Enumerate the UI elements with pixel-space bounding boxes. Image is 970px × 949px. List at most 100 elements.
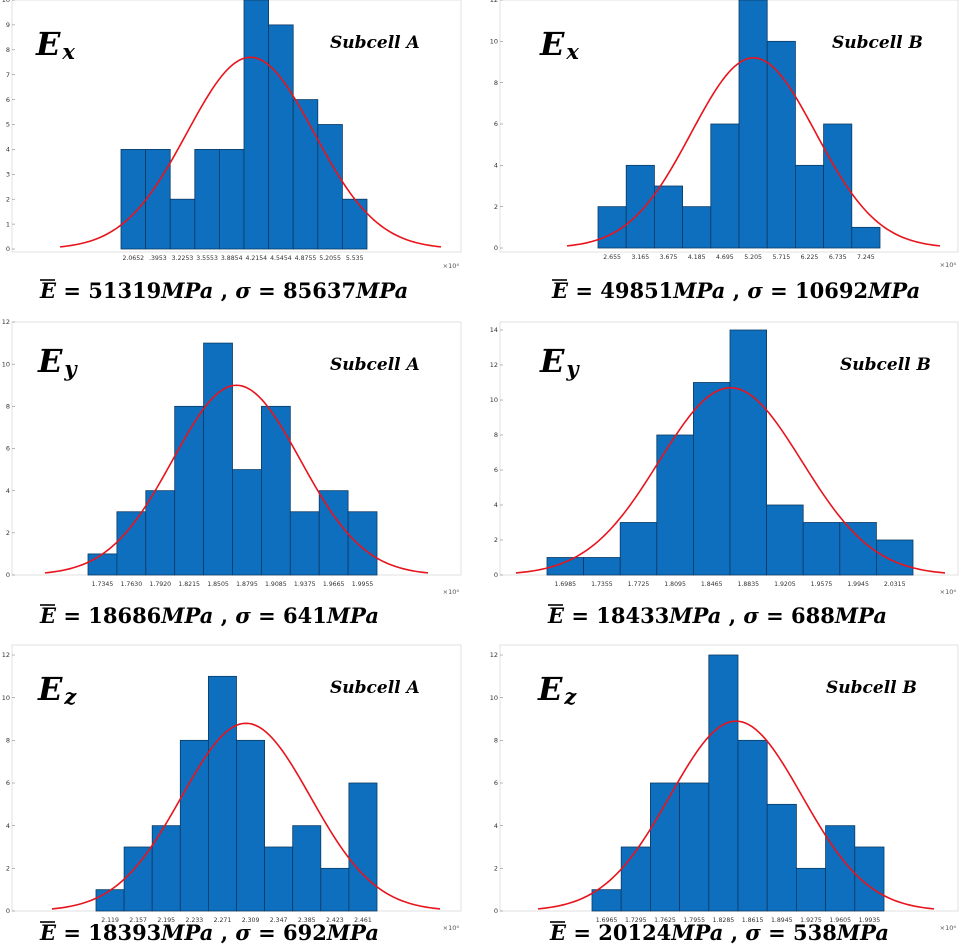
histogram-bar	[95, 889, 125, 912]
histogram-bar	[708, 654, 739, 912]
x-tick-label: 5.535	[346, 255, 364, 262]
histogram-bar	[174, 405, 204, 576]
y-tick-label: 12	[2, 651, 10, 659]
x-tick-label: 6.735	[829, 254, 847, 261]
property-symbol: Ex	[539, 25, 579, 64]
x-tick-label: 1.8795	[236, 581, 258, 588]
subcell-label: Subcell A	[330, 678, 420, 698]
histogram-bar	[583, 557, 621, 576]
y-tick-label: 12	[490, 0, 498, 4]
y-tick-label: 6	[494, 120, 498, 128]
histogram-bar	[292, 825, 322, 912]
x-tick-label: 6.225	[801, 254, 819, 261]
histogram-bar	[693, 382, 731, 576]
x-tick-label: 1.8215	[178, 581, 200, 588]
x-tick-label: 4.185	[688, 254, 706, 261]
histogram-bar	[766, 504, 804, 576]
y-tick-label: 8	[6, 737, 10, 745]
histogram-panel-2: 0 2 4 6 8 10 12 2.655 3.165 3.675 4.185 4.695 5.205 5…	[490, 0, 959, 303]
y-tick-label: 8	[6, 46, 10, 54]
histogram-bar	[169, 198, 196, 250]
x-tick-label: 2.347	[270, 917, 288, 924]
y-tick-label: 0	[494, 244, 498, 252]
x-tick-label: .3953	[149, 255, 167, 262]
x-tick-label: 3.675	[660, 254, 678, 261]
histogram-bar	[766, 803, 797, 912]
x-multiplier: ×10⁴	[940, 588, 957, 596]
x-tick-label: 1.7345	[92, 581, 114, 588]
x-tick-label: 1.8505	[207, 581, 229, 588]
histogram-bar	[317, 124, 343, 250]
stats-caption: E = 20124MPa , σ = 538MPa	[549, 920, 889, 945]
x-tick-label: 1.7920	[149, 581, 171, 588]
y-tick-label: 4	[494, 501, 498, 509]
y-tick-label: 8	[494, 431, 498, 439]
normal-fit-curve	[59, 56, 442, 248]
y-tick-label: 9	[6, 21, 10, 29]
histogram-bar	[116, 511, 147, 576]
x-tick-label: 1.9665	[323, 581, 345, 588]
histogram-bar	[292, 99, 319, 250]
normal-fit-curve	[515, 386, 946, 574]
histogram-bar	[320, 867, 350, 912]
x-tick-label: 2.233	[185, 917, 203, 924]
x-tick-label: 2.0315	[884, 581, 906, 588]
y-tick-label: 0	[494, 571, 498, 579]
x-tick-label: 1.6965	[596, 917, 618, 924]
x-tick-label: 1.9605	[829, 917, 851, 924]
histogram-bar	[289, 511, 320, 576]
histogram-bar	[656, 434, 694, 576]
y-tick-label: 0	[6, 245, 10, 253]
y-tick-label: 0	[6, 571, 10, 579]
subcell-label: Subcell B	[840, 355, 931, 375]
x-tick-label: 5.205	[744, 254, 762, 261]
x-tick-label: 1.8285	[713, 917, 735, 924]
histogram-bar	[318, 490, 349, 576]
histogram-bar	[348, 782, 378, 912]
histogram-bar	[145, 490, 176, 576]
x-tick-label: 2.385	[298, 917, 316, 924]
y-tick-label: 6	[6, 445, 10, 453]
histogram-panel-3: 0 2 4 6 8 10 12 1.7345 1.7630 1.7920 1.8215 1.8505 1…	[2, 318, 462, 628]
x-multiplier: ×10⁴	[443, 924, 460, 932]
histogram-bar	[151, 825, 181, 912]
x-tick-label: 3.2253	[172, 255, 194, 262]
histogram-bar	[823, 123, 853, 249]
subcell-label: Subcell B	[826, 678, 917, 698]
histogram-bar	[347, 511, 378, 576]
histogram-bar	[839, 522, 877, 576]
histogram-bar	[194, 148, 220, 250]
histogram-bar	[619, 522, 658, 576]
histogram-bar	[796, 867, 827, 912]
y-tick-label: 10	[490, 396, 498, 404]
property-symbol: Ex	[35, 25, 75, 64]
y-tick-label: 3	[6, 171, 10, 179]
histogram-bar	[682, 206, 712, 249]
histogram-bar	[729, 329, 767, 576]
x-tick-label: 4.5454	[270, 255, 292, 262]
y-tick-label: 4	[6, 487, 10, 495]
histogram-bar	[120, 148, 147, 250]
histogram-panel-4: 0 2 4 6 8 10 12 14 1.6985 1.7355 1.7725 1.8095 1.846…	[490, 321, 959, 628]
x-multiplier: ×10⁴	[443, 588, 460, 596]
histogram-bar	[650, 782, 681, 912]
subcell-label: Subcell A	[330, 33, 420, 53]
histogram-panel-6: 0 2 4 6 8 10 12 1.6965 1.7295 1.7625 1.7955 1.8285 1…	[490, 644, 959, 945]
histogram-bar	[236, 739, 266, 912]
subcell-label: Subcell A	[330, 355, 420, 375]
histogram-bar	[854, 846, 885, 912]
y-tick-label: 6	[6, 779, 10, 787]
x-tick-label: 1.8835	[737, 581, 759, 588]
y-tick-label: 7	[6, 71, 10, 79]
x-tick-label: 1.9935	[859, 917, 881, 924]
y-tick-label: 2	[6, 195, 10, 203]
x-tick-label: 7.245	[857, 254, 875, 261]
x-tick-label: 3.5553	[196, 255, 218, 262]
x-tick-label: 3.8854	[221, 255, 243, 262]
x-tick-label: 2.423	[326, 917, 344, 924]
stats-caption: E = 18433MPa , σ = 688MPa	[547, 603, 887, 628]
stats-caption: E = 18686MPa , σ = 641MPa	[39, 603, 379, 628]
x-tick-label: 1.7630	[121, 581, 143, 588]
normal-fit-curve	[566, 57, 941, 247]
y-tick-label: 10	[490, 694, 498, 702]
